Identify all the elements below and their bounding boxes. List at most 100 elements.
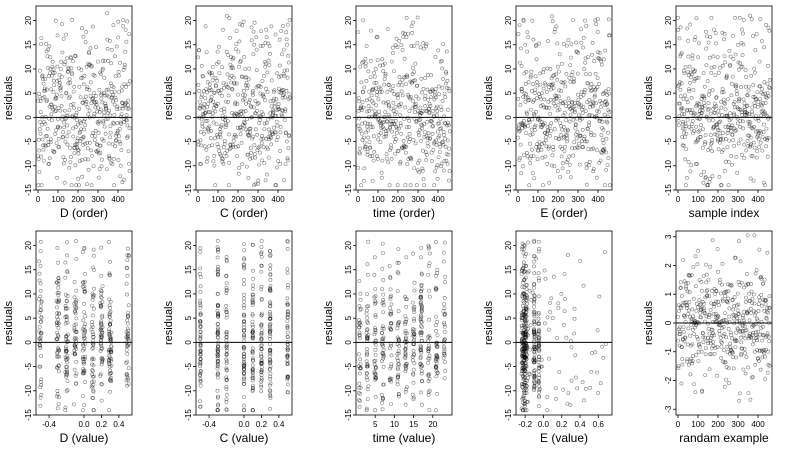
data-point [268,347,272,352]
data-point [584,24,589,29]
data-point [737,282,742,287]
data-point [435,268,440,272]
data-point [365,364,369,369]
data-point [41,147,46,152]
data-point [418,390,423,395]
data-point [365,272,370,277]
data-point [685,107,690,112]
data-point [718,320,723,325]
data-point [681,119,686,124]
data-point [521,359,526,363]
data-point [751,83,756,88]
data-point [215,325,220,330]
data-point [385,119,390,124]
data-point [107,311,112,316]
data-point [756,133,760,138]
data-point [602,250,607,255]
data-point [107,314,112,319]
data-point [126,98,130,103]
data-point [704,272,709,277]
data-point [527,371,531,376]
data-point [287,17,292,22]
data-point [678,329,682,334]
data-point [264,86,268,91]
data-point [704,289,709,294]
y-axis-label: residuals [163,75,175,120]
data-point [601,127,606,132]
data-point [64,90,69,95]
data-point [585,127,590,131]
data-point [744,295,748,300]
data-point [36,153,40,158]
data-point [78,129,83,134]
data-point [260,158,264,163]
data-point [406,139,411,144]
data-point [765,136,769,141]
data-point [259,313,264,318]
data-point [532,299,536,304]
data-point [749,310,753,315]
data-point [266,135,271,140]
data-point [276,102,281,107]
data-point [725,350,730,355]
data-point [761,92,765,96]
data-point [38,68,42,73]
data-point [108,306,113,310]
data-point [82,119,86,124]
data-point [704,29,708,34]
data-point [285,346,290,351]
data-point [521,164,525,169]
data-point [554,24,559,29]
data-point [226,183,231,188]
data-point [757,247,762,252]
data-point [243,109,248,114]
data-point [522,404,527,409]
data-point [755,149,759,153]
data-point [366,135,371,140]
data-point [426,379,431,384]
data-point [48,137,53,142]
data-point [46,47,51,52]
data-point [272,101,277,106]
data-point [753,362,758,367]
data-point [46,139,51,144]
x-tick-label: 400 [751,195,765,204]
data-point [544,106,549,110]
data-point [547,180,552,185]
data-point [74,305,79,310]
data-point [426,272,431,277]
data-point [572,316,577,321]
data-point [56,136,61,141]
data-point [38,319,43,324]
data-point [395,326,400,331]
y-tick-label: -15 [184,409,193,421]
data-point [241,371,246,376]
data-point [224,330,229,334]
data-point [224,49,229,54]
data-point [366,128,370,133]
data-point [123,101,128,106]
data-point [418,313,423,318]
data-point [566,391,571,396]
data-point [547,356,551,361]
data-point [524,92,528,97]
data-point [702,84,707,89]
data-point [242,333,247,338]
data-point [213,76,218,80]
data-point [369,93,374,98]
x-tick-label: 200 [71,195,85,204]
data-point [80,394,85,399]
data-point [415,15,420,20]
data-point [241,344,246,349]
data-point [516,32,521,36]
data-point [55,305,59,310]
data-point [703,141,707,146]
data-point [525,352,529,357]
data-point [373,375,378,380]
data-point [568,113,573,117]
data-point [521,95,526,99]
data-point [591,101,596,105]
data-point [557,69,561,74]
data-point [689,317,694,321]
data-point [365,124,369,129]
